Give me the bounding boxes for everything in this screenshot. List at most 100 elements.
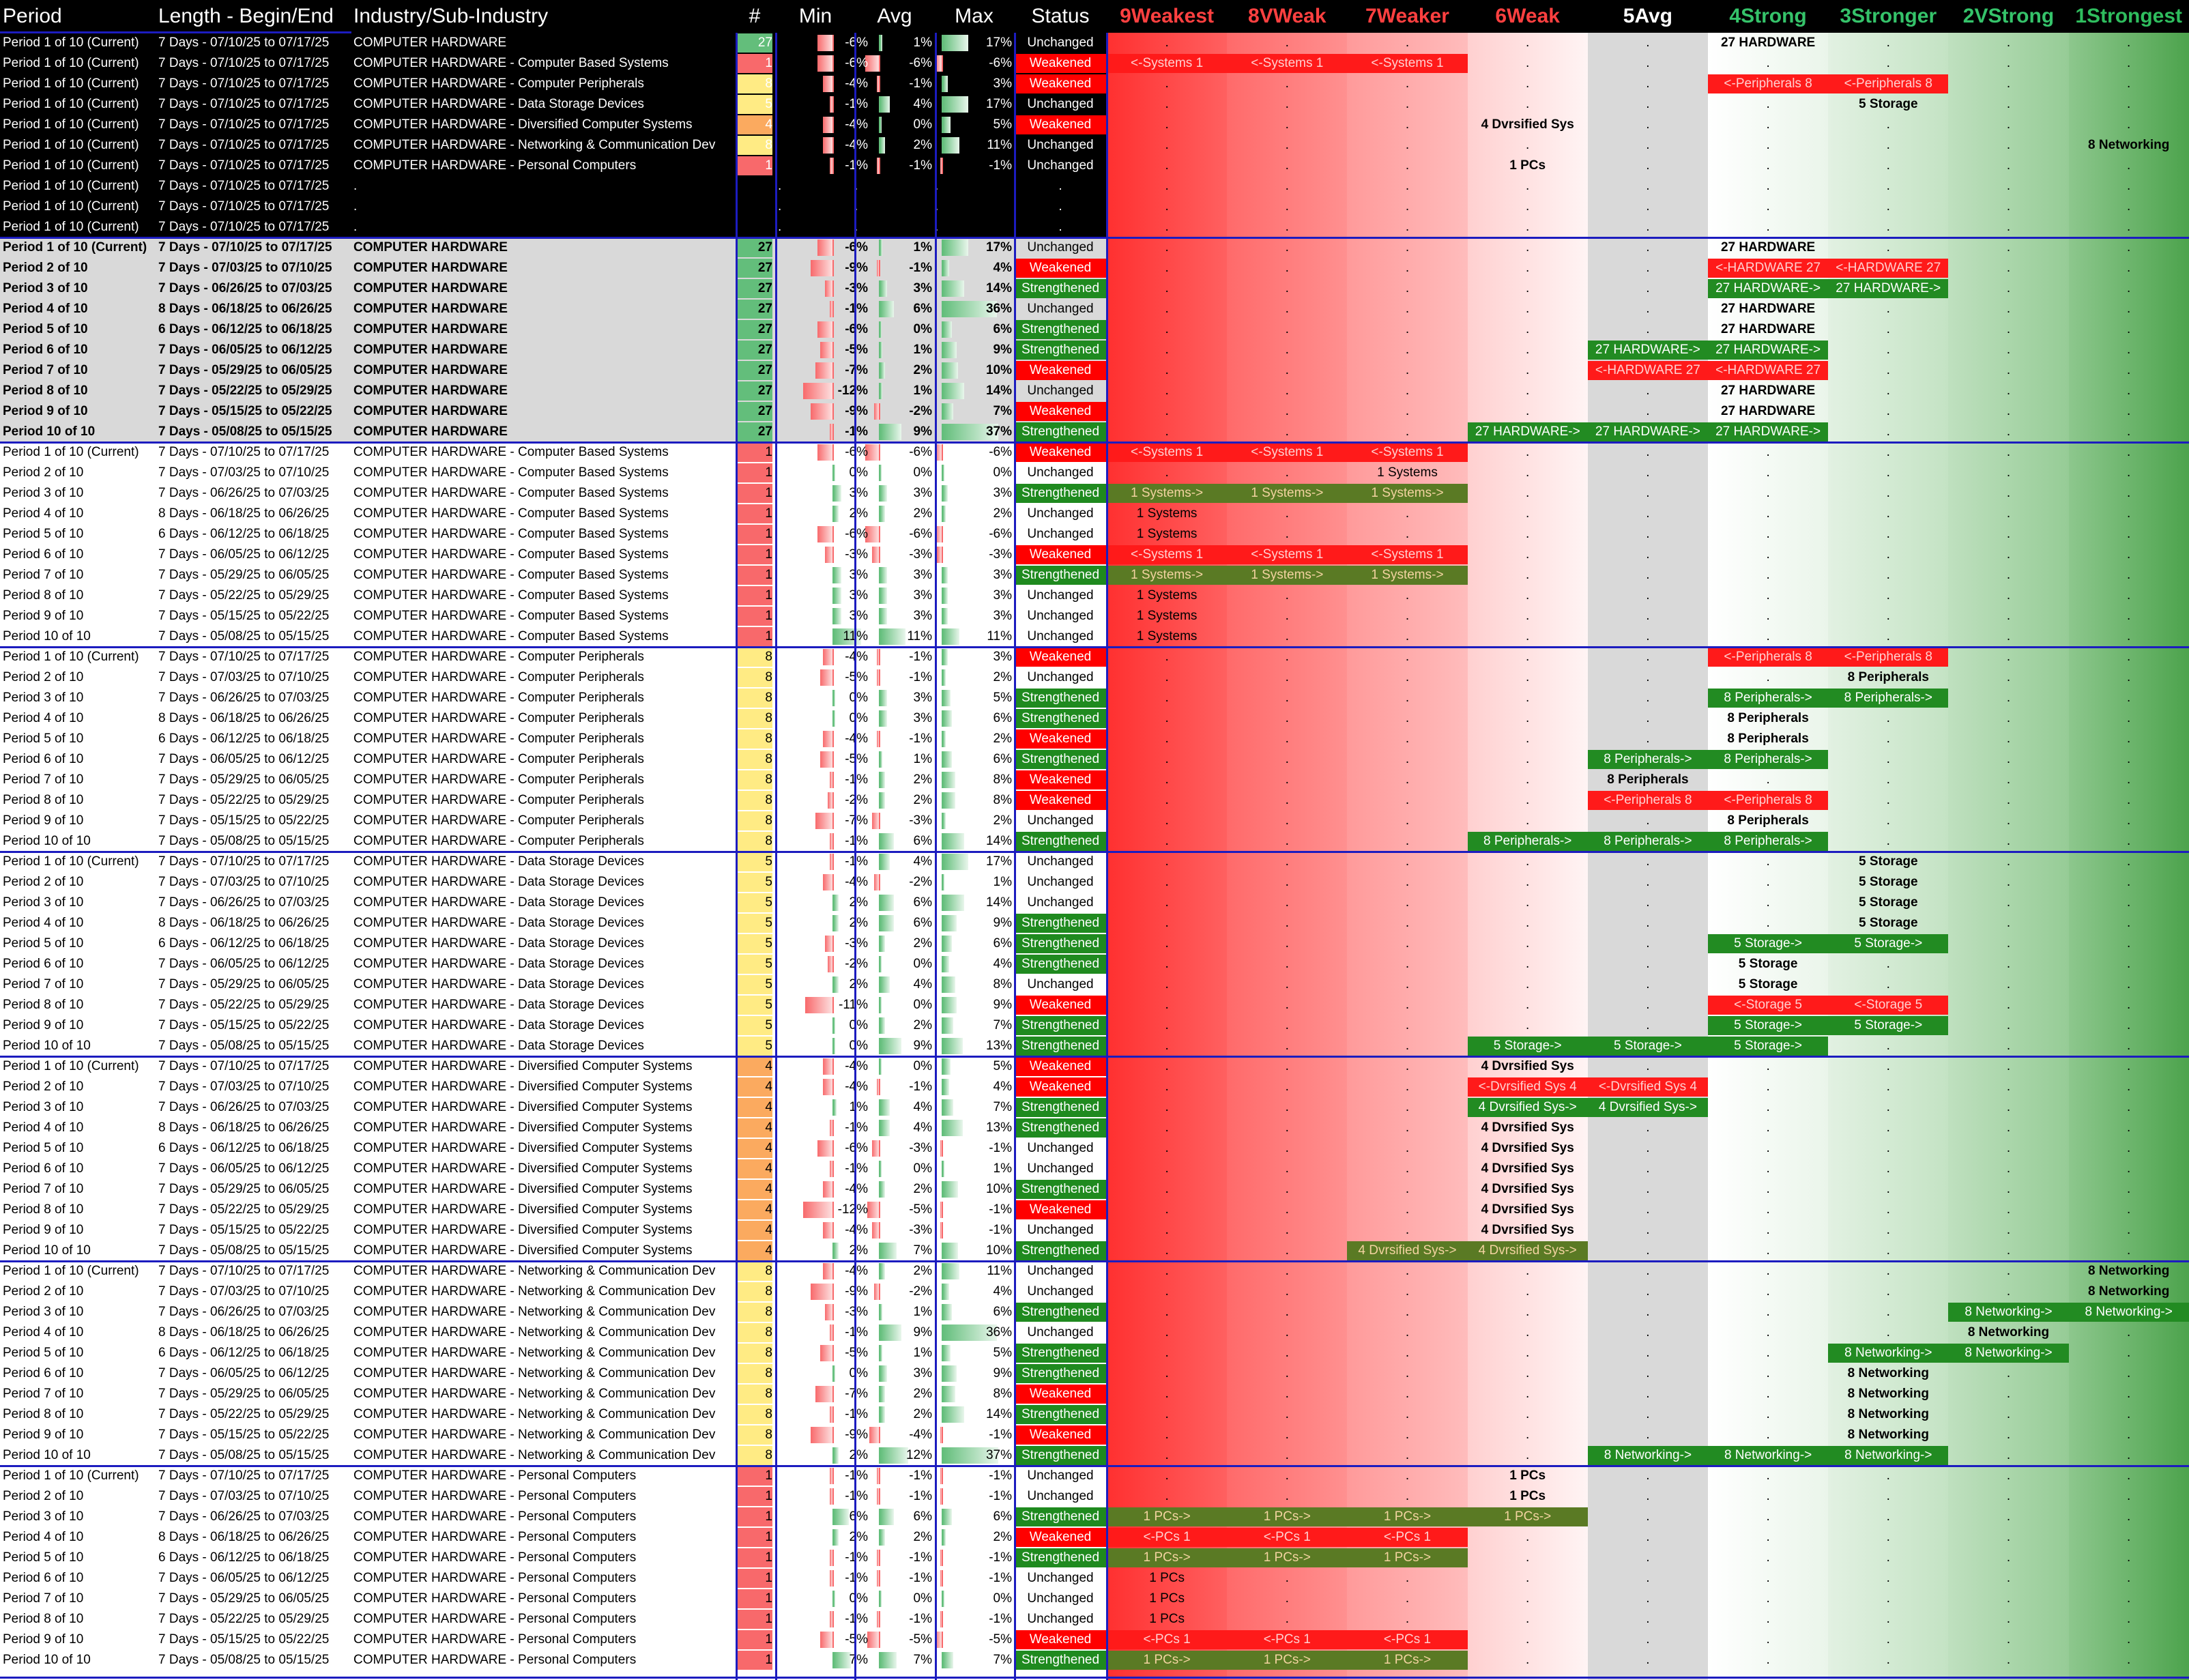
table-row[interactable]: Period 5 of 10 6 Days - 06/12/25 to 06/18…	[0, 1343, 2189, 1363]
table-row[interactable]: Period 1 of 10 (Current) 7 Days - 07/10/2…	[0, 197, 2189, 217]
table-row[interactable]: Period 6 of 10 7 Days - 06/05/25 to 06/12…	[0, 954, 2189, 974]
header-tier-9[interactable]: 1Strongest	[2075, 5, 2183, 27]
header-tier-5[interactable]: 5Avg	[1623, 5, 1673, 27]
header-count[interactable]: #	[749, 5, 761, 27]
table-row[interactable]: Period 7 of 10 7 Days - 05/29/25 to 06/05…	[0, 360, 2189, 381]
header-tier-2[interactable]: 8VWeak	[1248, 5, 1327, 27]
table-row[interactable]: Period 3 of 10 7 Days - 06/26/25 to 07/03…	[0, 483, 2189, 504]
table-row[interactable]: Period 9 of 10 7 Days - 05/15/25 to 05/22…	[0, 1630, 2189, 1650]
table-row[interactable]: Period 5 of 10 6 Days - 06/12/25 to 06/18…	[0, 729, 2189, 749]
table-row[interactable]: Period 1 of 10 (Current) 7 Days - 07/10/2…	[0, 156, 2189, 176]
table-row[interactable]: Period 2 of 10 7 Days - 07/03/25 to 07/10…	[0, 872, 2189, 893]
header-status[interactable]: Status	[1031, 5, 1090, 27]
table-row[interactable]: Period 8 of 10 7 Days - 05/22/25 to 05/29…	[0, 1404, 2189, 1425]
table-row[interactable]: Period 5 of 10 6 Days - 06/12/25 to 06/18…	[0, 933, 2189, 954]
table-row[interactable]: Period 10 of 10 7 Days - 05/08/25 to 05/1…	[0, 1036, 2189, 1056]
table-row[interactable]: Period 10 of 10 7 Days - 05/08/25 to 05/1…	[0, 1650, 2189, 1670]
table-row[interactable]: Period 10 of 10 7 Days - 05/08/25 to 05/1…	[0, 1445, 2189, 1466]
header-industry[interactable]: Industry/Sub-Industry	[353, 5, 549, 27]
table-row[interactable]: Period 1 of 10 (Current) 7 Days - 07/10/2…	[0, 33, 2189, 53]
header-tier-3[interactable]: 7Weaker	[1365, 5, 1449, 27]
table-row[interactable]: Period 6 of 10 7 Days - 06/05/25 to 06/12…	[0, 1159, 2189, 1179]
table-row[interactable]: Period 1 of 10 (Current) 7 Days - 07/10/2…	[0, 442, 2189, 463]
table-row[interactable]: Period 8 of 10 7 Days - 05/22/25 to 05/29…	[0, 1609, 2189, 1630]
table-row[interactable]: Period 1 of 10 (Current) 7 Days - 07/10/2…	[0, 1466, 2189, 1486]
table-row[interactable]: Period 1 of 10 (Current) 7 Days - 07/10/2…	[0, 94, 2189, 115]
table-row[interactable]: Period 4 of 10 8 Days - 06/18/25 to 06/26…	[0, 708, 2189, 729]
table-row[interactable]: Period 7 of 10 7 Days - 05/29/25 to 06/05…	[0, 565, 2189, 585]
table-row[interactable]: Period 2 of 10 7 Days - 07/03/25 to 07/10…	[0, 1077, 2189, 1097]
table-row[interactable]: Period 3 of 10 7 Days - 06/26/25 to 07/03…	[0, 1302, 2189, 1322]
table-row[interactable]: Period 7 of 10 7 Days - 05/29/25 to 06/05…	[0, 974, 2189, 995]
table-row[interactable]: Period 1 of 10 (Current) 7 Days - 07/10/2…	[0, 53, 2189, 74]
table-row[interactable]: Period 10 of 10 7 Days - 05/08/25 to 05/1…	[0, 831, 2189, 852]
header-tier-7[interactable]: 3Stronger	[1840, 5, 1937, 27]
table-row[interactable]: Period 10 of 10 7 Days - 05/08/25 to 05/1…	[0, 1241, 2189, 1261]
table-row[interactable]: Period 9 of 10 7 Days - 05/15/25 to 05/22…	[0, 1220, 2189, 1241]
table-row[interactable]: Period 1 of 10 (Current) 7 Days - 07/10/2…	[0, 237, 2189, 258]
table-row[interactable]: Period 6 of 10 7 Days - 06/05/25 to 06/12…	[0, 340, 2189, 360]
header-tier-6[interactable]: 4Strong	[1729, 5, 1807, 27]
table-row[interactable]: Period 1 of 10 (Current) 7 Days - 07/10/2…	[0, 135, 2189, 156]
table-row[interactable]: Period 4 of 10 8 Days - 06/18/25 to 06/26…	[0, 913, 2189, 933]
table-row[interactable]: Period 10 of 10 7 Days - 05/08/25 to 05/1…	[0, 422, 2189, 442]
table-row[interactable]: Period 6 of 10 7 Days - 06/05/25 to 06/12…	[0, 1363, 2189, 1384]
table-row[interactable]: Period 5 of 10 6 Days - 06/12/25 to 06/18…	[0, 1548, 2189, 1568]
table-row[interactable]: Period 9 of 10 7 Days - 05/15/25 to 05/22…	[0, 811, 2189, 831]
table-row[interactable]: Period 10 of 10 7 Days - 05/08/25 to 05/1…	[0, 626, 2189, 647]
table-row[interactable]: Period 3 of 10 7 Days - 06/26/25 to 07/03…	[0, 278, 2189, 299]
table-row[interactable]: Period 6 of 10 7 Days - 06/05/25 to 06/12…	[0, 1568, 2189, 1589]
table-row[interactable]: Period 2 of 10 7 Days - 07/03/25 to 07/10…	[0, 463, 2189, 483]
table-row[interactable]: Period 4 of 10 8 Days - 06/18/25 to 06/26…	[0, 1527, 2189, 1548]
header-avg[interactable]: Avg	[877, 5, 912, 27]
tier-empty-dot: .	[1285, 1202, 1289, 1217]
header-tier-1[interactable]: 9Weakest	[1120, 5, 1215, 27]
table-row[interactable]: Period 4 of 10 8 Days - 06/18/25 to 06/26…	[0, 299, 2189, 319]
table-row[interactable]: Period 1 of 10 (Current) 7 Days - 07/10/2…	[0, 217, 2189, 237]
header-max[interactable]: Max	[955, 5, 994, 27]
table-row[interactable]: Period 1 of 10 (Current) 7 Days - 07/10/2…	[0, 647, 2189, 667]
table-row[interactable]: Period 1 of 10 (Current) 7 Days - 07/10/2…	[0, 115, 2189, 135]
table-row[interactable]: Period 8 of 10 7 Days - 05/22/25 to 05/29…	[0, 381, 2189, 401]
table-row[interactable]: Period 5 of 10 6 Days - 06/12/25 to 06/18…	[0, 319, 2189, 340]
table-row[interactable]: Period 8 of 10 7 Days - 05/22/25 to 05/29…	[0, 995, 2189, 1015]
header-tier-8[interactable]: 2VStrong	[1962, 5, 2055, 27]
table-row[interactable]: Period 3 of 10 7 Days - 06/26/25 to 07/03…	[0, 893, 2189, 913]
table-row[interactable]: Period 8 of 10 7 Days - 05/22/25 to 05/29…	[0, 1200, 2189, 1220]
table-row[interactable]: Period 1 of 10 (Current) 7 Days - 07/10/2…	[0, 852, 2189, 872]
table-row[interactable]: Period 3 of 10 7 Days - 06/26/25 to 07/03…	[0, 688, 2189, 708]
header-tier-4[interactable]: 6Weak	[1495, 5, 1560, 27]
tier-label: 27 HARDWARE	[1720, 383, 1816, 398]
table-row[interactable]: Period 3 of 10 7 Days - 06/26/25 to 07/03…	[0, 1507, 2189, 1527]
table-row[interactable]: Period 4 of 10 8 Days - 06/18/25 to 06/26…	[0, 504, 2189, 524]
table-row[interactable]: Period 9 of 10 7 Days - 05/15/25 to 05/22…	[0, 606, 2189, 626]
table-row[interactable]: Period 1 of 10 (Current) 7 Days - 07/10/2…	[0, 1056, 2189, 1077]
header-min[interactable]: Min	[798, 5, 832, 27]
header-period[interactable]: Period	[3, 5, 62, 27]
table-row[interactable]: Period 5 of 10 6 Days - 06/12/25 to 06/18…	[0, 1138, 2189, 1159]
table-row[interactable]: Period 5 of 10 6 Days - 06/12/25 to 06/18…	[0, 524, 2189, 545]
table-row[interactable]: Period 1 of 10 (Current) 7 Days - 07/10/2…	[0, 1261, 2189, 1281]
table-row[interactable]: Period 6 of 10 7 Days - 06/05/25 to 06/12…	[0, 545, 2189, 565]
table-row[interactable]: Period 7 of 10 7 Days - 05/29/25 to 06/05…	[0, 1384, 2189, 1404]
table-row[interactable]: Period 9 of 10 7 Days - 05/15/25 to 05/22…	[0, 401, 2189, 422]
table-row[interactable]: Period 8 of 10 7 Days - 05/22/25 to 05/29…	[0, 585, 2189, 606]
table-row[interactable]: Period 7 of 10 7 Days - 05/29/25 to 06/05…	[0, 1589, 2189, 1609]
header-length[interactable]: Length - Begin/End	[158, 5, 334, 27]
table-row[interactable]: Period 4 of 10 8 Days - 06/18/25 to 06/26…	[0, 1118, 2189, 1138]
table-row[interactable]: Period 2 of 10 7 Days - 07/03/25 to 07/10…	[0, 1486, 2189, 1507]
table-row[interactable]: Period 3 of 10 7 Days - 06/26/25 to 07/03…	[0, 1097, 2189, 1118]
table-row[interactable]: Period 1 of 10 (Current) 7 Days - 07/10/2…	[0, 74, 2189, 94]
table-row[interactable]: Period 2 of 10 7 Days - 07/03/25 to 07/10…	[0, 667, 2189, 688]
table-row[interactable]: Period 9 of 10 7 Days - 05/15/25 to 05/22…	[0, 1015, 2189, 1036]
table-row[interactable]: Period 1 of 10 (Current) 7 Days - 07/10/2…	[0, 176, 2189, 197]
table-row[interactable]: Period 9 of 10 7 Days - 05/15/25 to 05/22…	[0, 1425, 2189, 1445]
table-row[interactable]: Period 4 of 10 8 Days - 06/18/25 to 06/26…	[0, 1322, 2189, 1343]
table-row[interactable]: Period 2 of 10 7 Days - 07/03/25 to 07/10…	[0, 1281, 2189, 1302]
table-row[interactable]: Period 6 of 10 7 Days - 06/05/25 to 06/12…	[0, 749, 2189, 770]
table-row[interactable]: Period 8 of 10 7 Days - 05/22/25 to 05/29…	[0, 790, 2189, 811]
table-row[interactable]: Period 7 of 10 7 Days - 05/29/25 to 06/05…	[0, 1179, 2189, 1200]
table-row[interactable]: Period 7 of 10 7 Days - 05/29/25 to 06/05…	[0, 770, 2189, 790]
table-row[interactable]: Period 2 of 10 7 Days - 07/03/25 to 07/10…	[0, 258, 2189, 278]
